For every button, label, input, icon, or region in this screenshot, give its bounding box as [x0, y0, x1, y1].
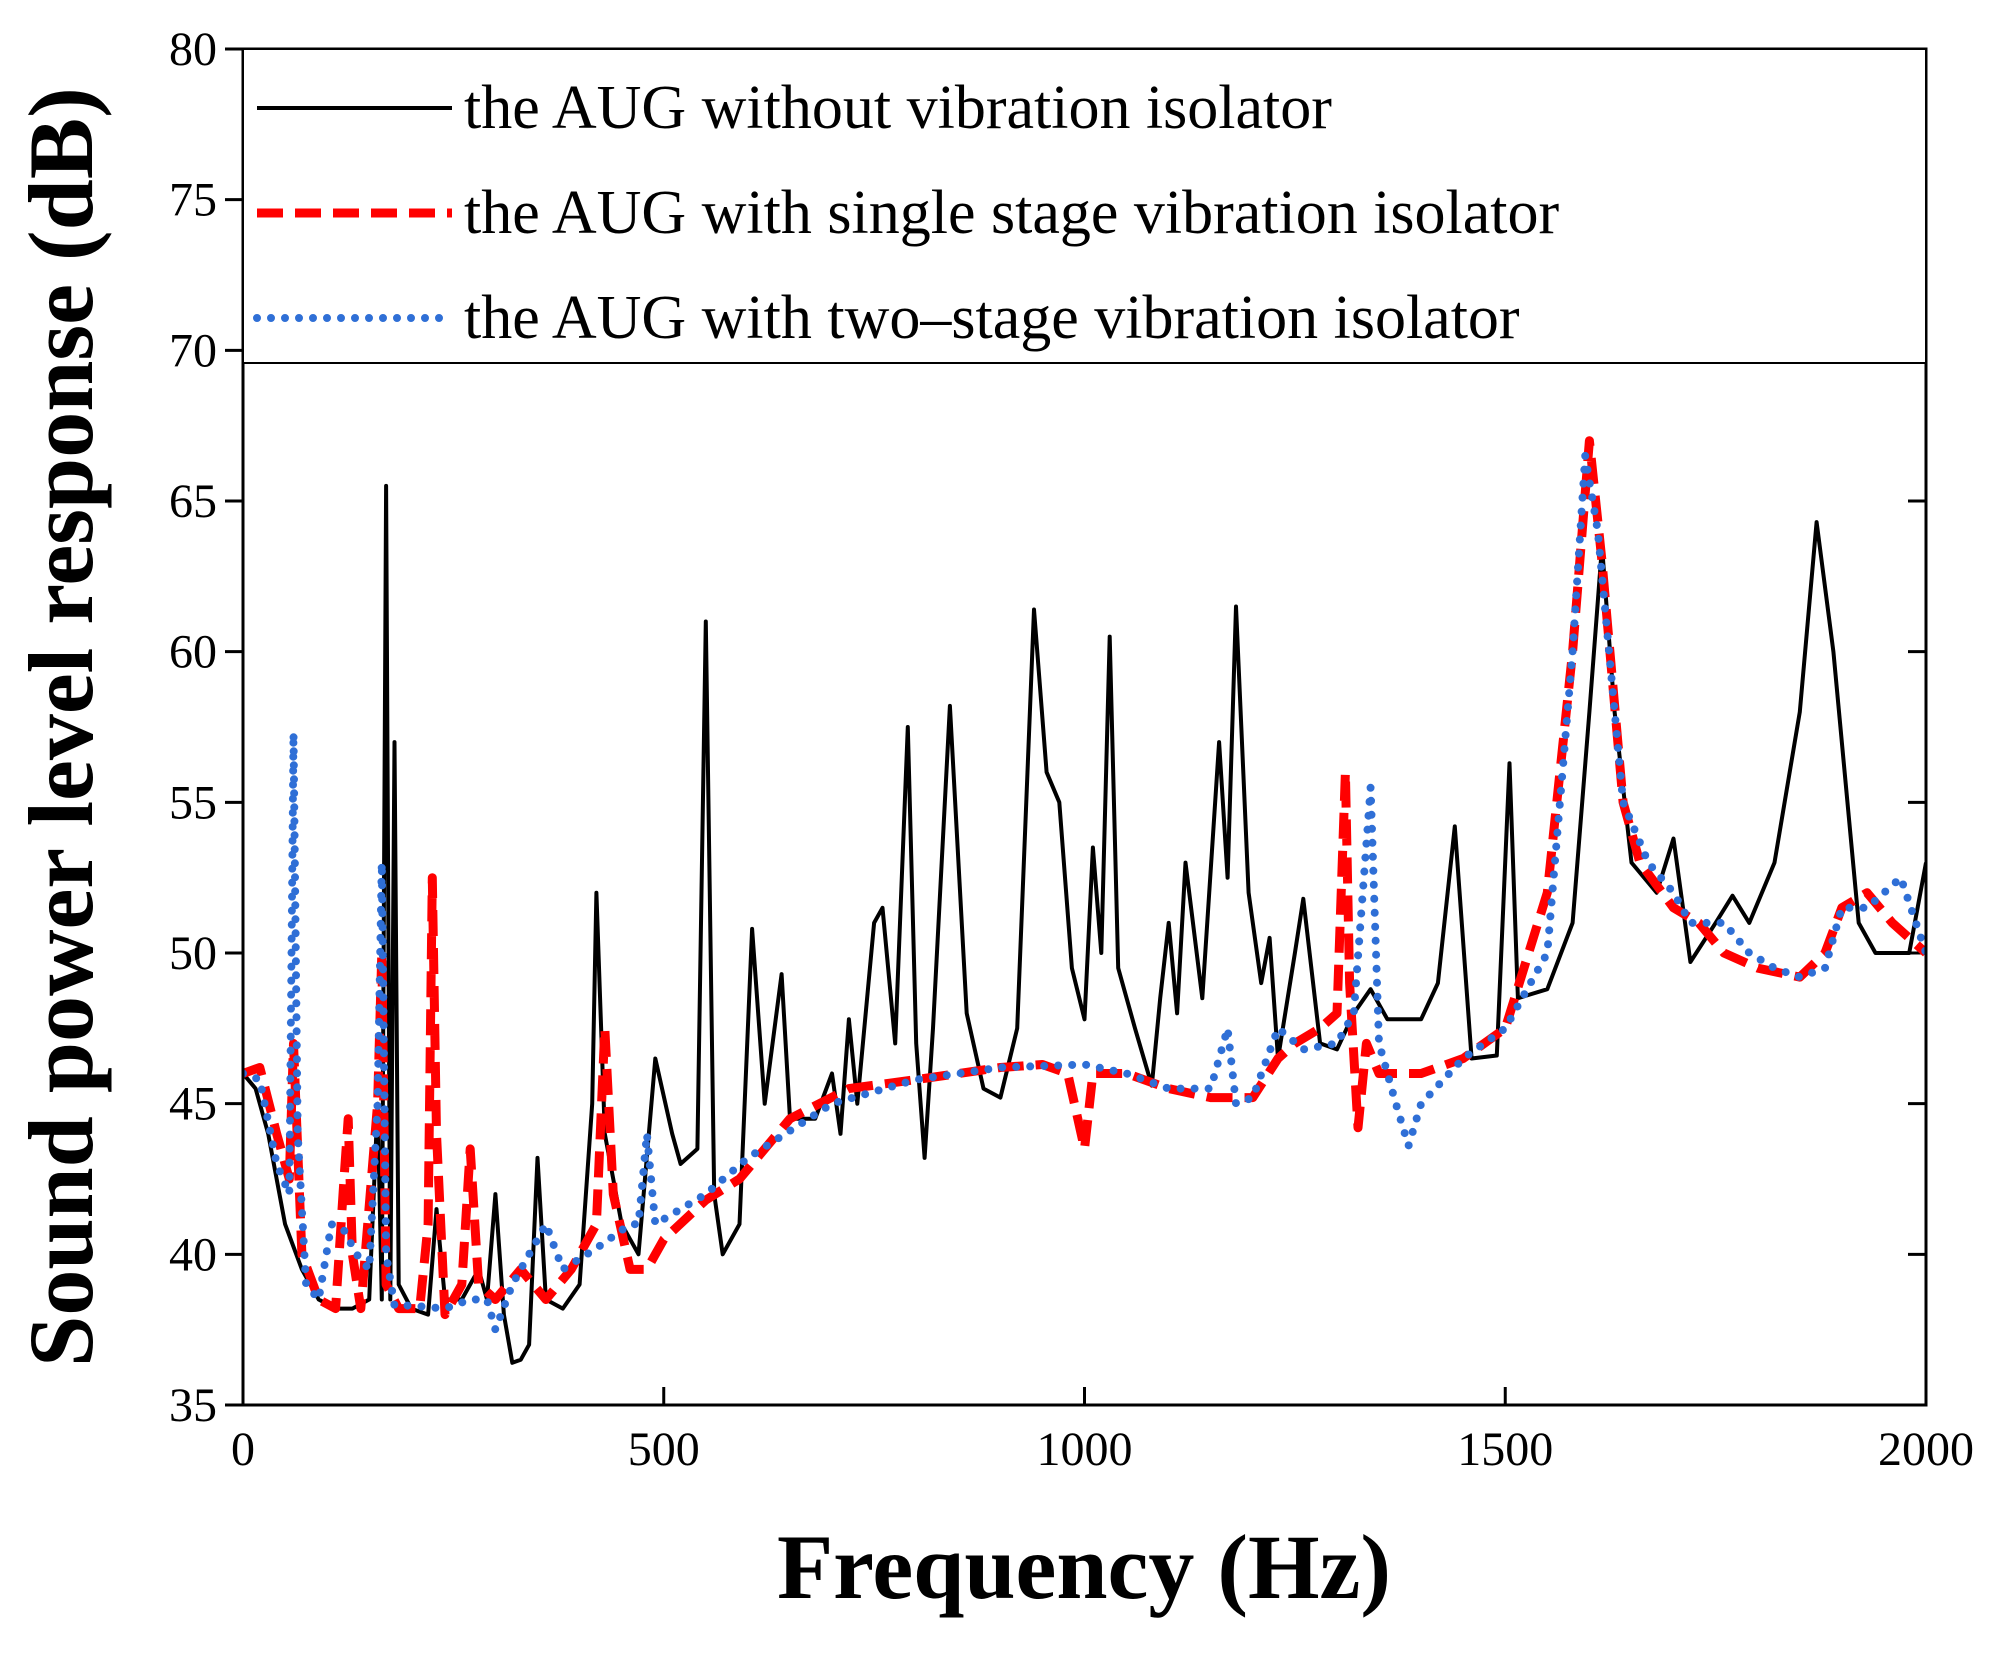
x-tick-label: 1500	[1457, 1423, 1553, 1476]
y-tick-label: 35	[169, 1379, 217, 1432]
series-line	[243, 451, 1926, 1334]
x-tick-label: 0	[231, 1423, 255, 1476]
y-tick-label: 70	[169, 324, 217, 377]
x-tick-label: 500	[628, 1423, 700, 1476]
y-tick-label: 45	[169, 1078, 217, 1131]
y-axis-title: Sound power level response (dB)	[10, 87, 112, 1367]
ticks: 0 500 1000 1500 2000 35 40 45 50 55 60 65 70 75 80	[169, 23, 1974, 1476]
y-tick-label: 40	[169, 1228, 217, 1281]
legend-box	[242, 48, 1927, 364]
y-tick-label: 65	[169, 475, 217, 528]
legend: the AUG without vibration isolator the AU…	[242, 48, 1927, 364]
series-line	[243, 483, 1926, 1365]
x-tick-label: 2000	[1878, 1423, 1974, 1476]
y-tick-label: 50	[169, 927, 217, 980]
y-tick-label: 55	[169, 776, 217, 829]
series-line	[243, 436, 1926, 1320]
x-axis-title: Frequency (Hz)	[777, 1516, 1391, 1618]
y-tick-label: 80	[169, 23, 217, 76]
legend-label: the AUG without vibration isolator	[464, 74, 1332, 142]
legend-label: the AUG with single stage vibration isol…	[464, 179, 1560, 247]
y-tick-label: 60	[169, 626, 217, 679]
y-tick-label: 75	[169, 174, 217, 227]
x-tick-label: 1000	[1037, 1423, 1133, 1476]
legend-label: the AUG with two–stage vibration isolato…	[464, 284, 1520, 352]
lines	[243, 436, 1926, 1365]
